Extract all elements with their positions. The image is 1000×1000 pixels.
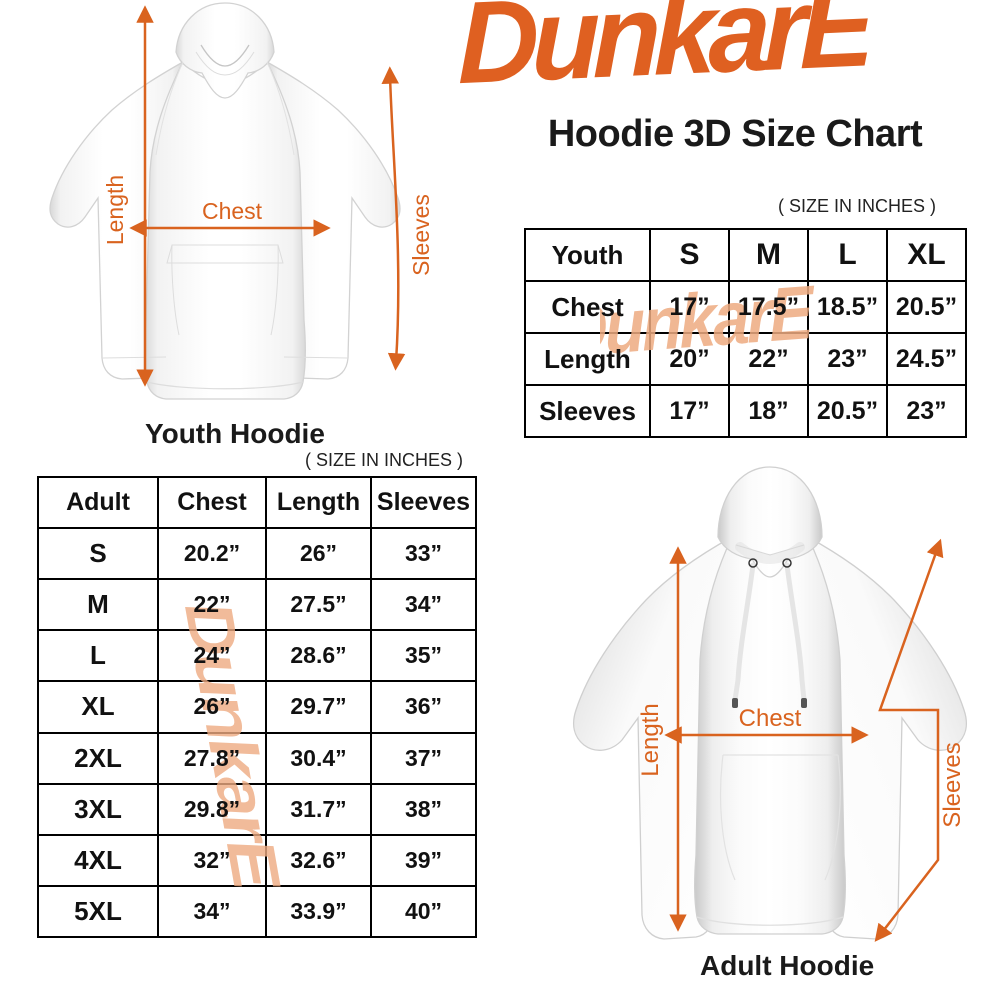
svg-text:Chest: Chest	[202, 198, 263, 224]
svg-text:Length: Length	[102, 175, 128, 245]
svg-text:Chest: Chest	[739, 705, 802, 732]
svg-text:Sleeves: Sleeves	[939, 742, 966, 827]
svg-text:Length: Length	[637, 703, 664, 776]
svg-text:Sleeves: Sleeves	[408, 194, 434, 276]
